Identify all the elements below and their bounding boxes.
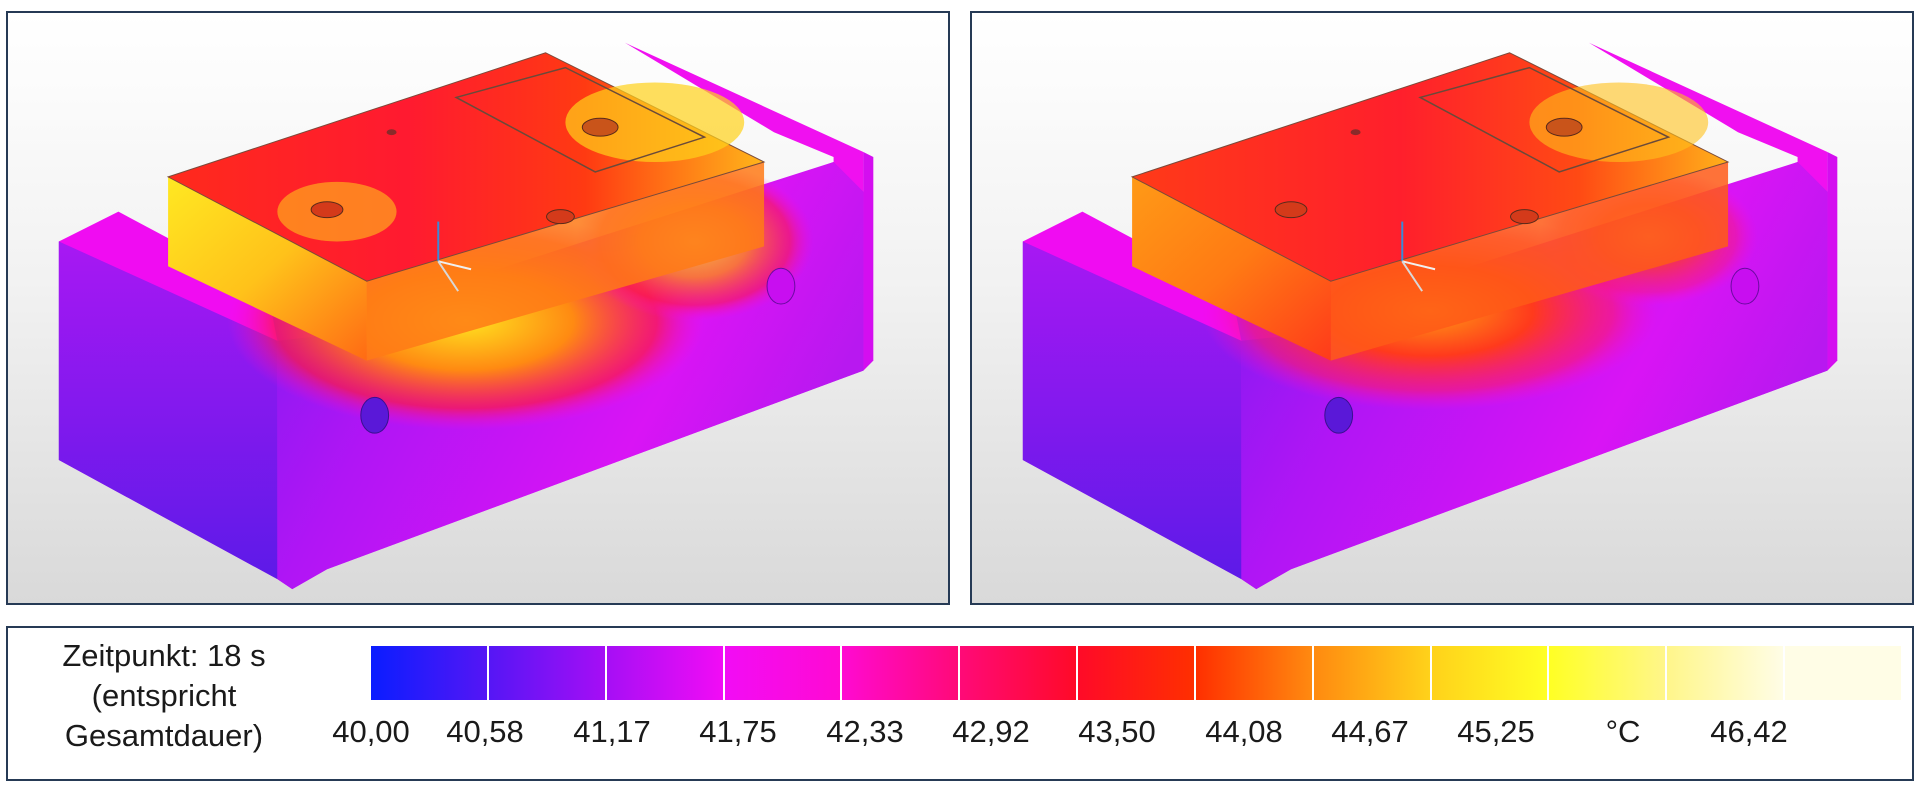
colorbar-tick-label: 46,42 xyxy=(1710,714,1788,749)
colorbar-segment xyxy=(1078,646,1196,700)
colorbar-tick-label: 40,00 xyxy=(332,714,410,749)
colorbar-tick-label: 40,58 xyxy=(446,714,524,749)
colorbar-tick-label: 44,67 xyxy=(1331,714,1409,749)
colorbar-segment xyxy=(842,646,961,700)
colorbar-segment xyxy=(724,646,843,700)
colorbar-segment xyxy=(960,646,1079,700)
colorbar-segment xyxy=(488,646,607,700)
temperature-colorbar xyxy=(371,646,1901,700)
simulation-view-right xyxy=(970,11,1914,605)
time-caption-line-3: Gesamtdauer) xyxy=(64,718,264,753)
thermal-part-render-left xyxy=(58,42,874,590)
colorbar-tick-label: 44,08 xyxy=(1205,714,1283,749)
colorbar-segment xyxy=(1195,646,1314,700)
colorbar-segment xyxy=(1667,646,1786,700)
simulation-view-left xyxy=(6,11,950,605)
colorbar-segment xyxy=(1431,646,1550,700)
colorbar-tick-label: 41,17 xyxy=(573,714,651,749)
colorbar-tick-label: 42,33 xyxy=(826,714,904,749)
time-caption-line-2: (entspricht xyxy=(91,678,237,713)
time-caption-line-1: Zeitpunkt: 18 s xyxy=(62,638,266,673)
colorbar-tick-label: 41,75 xyxy=(699,714,777,749)
colorbar-tick-label: 42,92 xyxy=(952,714,1030,749)
colorbar-tick-label: 45,25 xyxy=(1457,714,1535,749)
colorbar-segment xyxy=(371,646,489,700)
thermal-part-render-right xyxy=(1022,42,1838,590)
time-caption: Zeitpunkt: 18 s (entspricht Gesamtdauer) xyxy=(34,636,294,756)
colorbar-tick-label: °C xyxy=(1605,714,1641,749)
colorbar-segment xyxy=(1549,646,1668,700)
colorbar-tick-label: 43,50 xyxy=(1078,714,1156,749)
colorbar-segment xyxy=(606,646,725,700)
axis-triad-right xyxy=(1401,221,1436,292)
axis-triad-left xyxy=(437,221,472,292)
colorbar-segment xyxy=(1785,646,1901,700)
colorbar-segment xyxy=(1313,646,1432,700)
